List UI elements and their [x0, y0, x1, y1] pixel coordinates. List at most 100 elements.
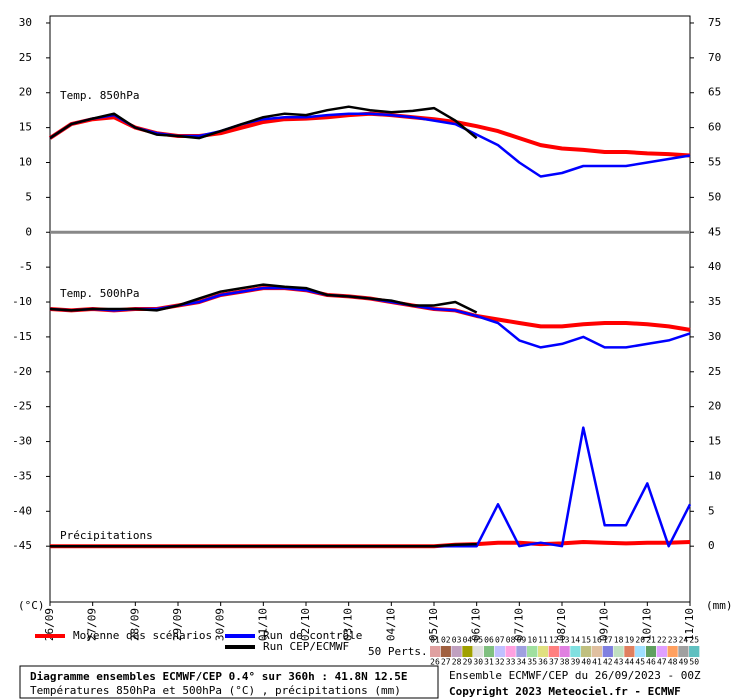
perturbation-label: 36 [538, 658, 548, 667]
footer-run: Ensemble ECMWF/CEP du 26/09/2023 - 00Z [449, 669, 701, 682]
perturbation-label: 40 [581, 658, 591, 667]
perturbation-label: 31 [484, 658, 494, 667]
perturbation-swatch [548, 646, 559, 657]
perturbation-swatch [667, 646, 678, 657]
y2-tick-label: 0 [708, 539, 715, 552]
perturbation-swatch [516, 646, 527, 657]
perturbation-label: 08 [506, 636, 516, 645]
x-tick-label: 29/09 [171, 608, 184, 641]
x-tick-label: 10/10 [640, 608, 653, 641]
perturbation-label: 11 [538, 636, 548, 645]
perturbation-swatch [678, 646, 689, 657]
perturbation-swatch [635, 646, 646, 657]
perturbation-swatch [689, 646, 700, 657]
y2-tick-label: 5 [708, 504, 715, 517]
perturbation-label: 12 [549, 636, 559, 645]
y-tick-label: 10 [19, 156, 32, 169]
series-line [49, 112, 691, 178]
y-tick-label: 15 [19, 121, 32, 134]
x-tick-label: 08/10 [555, 608, 568, 641]
legend-label: Run CEP/ECMWF [263, 640, 349, 653]
series-line [49, 105, 478, 140]
footer-subtitle: Températures 850hPa et 500hPa (°C) , pré… [30, 684, 401, 697]
y2-tick-label: 75 [708, 16, 721, 29]
y2-tick-label: 45 [708, 225, 721, 238]
annotation: Temp. 500hPa [60, 287, 139, 300]
perturbation-label: 17 [603, 636, 613, 645]
y-tick-label: -15 [12, 330, 32, 343]
perturbation-swatch [484, 646, 494, 657]
perturbation-label: 50 [689, 658, 699, 667]
perturbation-swatch [602, 646, 613, 657]
perturbation-label: 03 [452, 636, 462, 645]
y-tick-label: -5 [19, 260, 32, 273]
perturbation-swatch [451, 646, 462, 657]
x-tick-label: 03/10 [342, 608, 355, 641]
perturbation-swatch [646, 646, 656, 657]
perturbation-label: 22 [657, 636, 667, 645]
x-tick-label: 28/09 [128, 608, 141, 641]
y2-tick-label: 40 [708, 260, 721, 273]
perturbation-label: 28 [452, 658, 462, 667]
perturbation-label: 25 [689, 636, 699, 645]
perturbation-label: 20 [635, 636, 645, 645]
x-tick-label: 09/10 [598, 608, 611, 641]
perturbation-label: 35 [527, 658, 537, 667]
y-tick-label: -20 [12, 365, 32, 378]
perturbation-label: 15 [581, 636, 591, 645]
perturbation-label: 33 [506, 658, 516, 667]
perturbation-swatch [505, 646, 516, 657]
perturbation-label: 13 [560, 636, 570, 645]
y-tick-label: -25 [12, 400, 32, 413]
y2-axis-label: (mm) [706, 599, 733, 612]
perturbation-swatch [494, 646, 505, 657]
perturbation-label: 04 [463, 636, 473, 645]
y2-tick-label: 15 [708, 435, 721, 448]
series-line [50, 542, 477, 548]
y2-tick-label: 55 [708, 156, 721, 169]
y2-tick-label: 60 [708, 121, 721, 134]
footer-box [19, 665, 439, 699]
perturbation-label: 34 [517, 658, 527, 667]
perturbation-label: 37 [549, 658, 559, 667]
perturbation-label: 02 [441, 636, 451, 645]
y2-tick-label: 20 [708, 400, 721, 413]
perturbation-label: 45 [635, 658, 645, 667]
y-tick-label: 20 [19, 86, 32, 99]
perturbation-swatch [430, 646, 440, 657]
x-tick-label: 05/10 [427, 608, 440, 641]
x-tick-label: 04/10 [384, 608, 397, 641]
x-tick-label: 02/10 [299, 608, 312, 641]
x-tick-label: 07/10 [512, 608, 525, 641]
x-tick-label: 26/09 [43, 608, 56, 641]
annotation: Précipitations [60, 529, 153, 542]
perturbation-swatch [473, 646, 484, 657]
x-tick-label: 11/10 [683, 608, 696, 641]
perturbation-label: 43 [614, 658, 624, 667]
perturbation-label: 14 [571, 636, 581, 645]
y-tick-label: -35 [12, 469, 32, 482]
perturbation-label: 30 [473, 658, 483, 667]
annotation: Temp. 850hPa [60, 89, 139, 102]
x-tick-label: 27/09 [86, 608, 99, 641]
x-tick-label: 06/10 [470, 608, 483, 641]
perturbation-label: 07 [495, 636, 505, 645]
x-tick-label: 30/09 [214, 608, 227, 641]
perturbations-label: 50 Perts. [368, 645, 428, 658]
perturbation-swatch [538, 646, 548, 657]
y-tick-label: 5 [25, 190, 32, 203]
footer-copyright: Copyright 2023 Meteociel.fr - ECMWF [449, 685, 681, 698]
perturbation-label: 06 [484, 636, 494, 645]
legend-label: Run de contrôle [263, 629, 362, 642]
perturbation-label: 19 [625, 636, 635, 645]
perturbation-label: 49 [679, 658, 689, 667]
perturbation-label: 42 [603, 658, 613, 667]
y-tick-label: 0 [25, 225, 32, 238]
perturbation-label: 26 [430, 658, 440, 667]
perturbation-swatch [581, 646, 592, 657]
perturbation-label: 39 [571, 658, 581, 667]
perturbation-label: 01 [430, 636, 440, 645]
perturbation-swatch [559, 646, 570, 657]
perturbation-swatch [613, 646, 624, 657]
